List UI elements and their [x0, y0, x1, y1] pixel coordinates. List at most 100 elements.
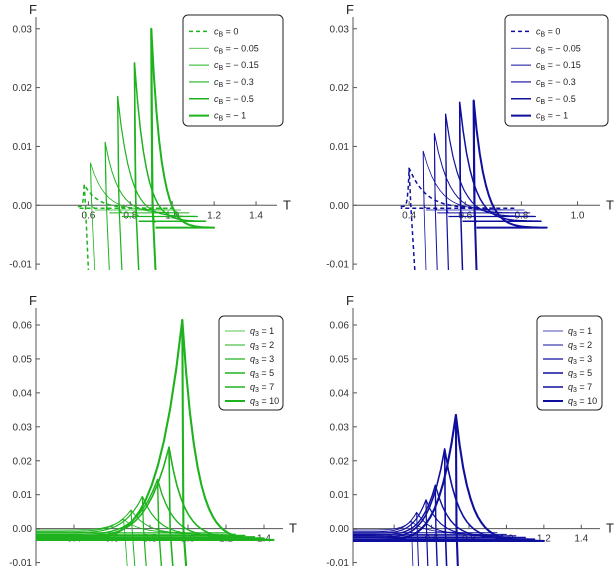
series-branch-1	[422, 151, 427, 270]
legend-label: q3 = 10	[568, 396, 597, 408]
series-branch-3	[156, 479, 163, 566]
legend-label: q3 = 5	[250, 368, 274, 380]
legend-label: q3 = 2	[568, 340, 592, 352]
y-tick-label: 0.01	[13, 490, 33, 501]
series-branch-2	[433, 133, 438, 270]
y-tick-label: 0.02	[13, 83, 33, 94]
series-branch-5	[150, 28, 157, 270]
series-branch-1	[90, 162, 96, 270]
y-tick-label: 0.00	[13, 524, 33, 535]
y-tick-label: 0.02	[330, 83, 350, 94]
series-group	[36, 318, 275, 566]
chart-panel-top-left: -0.010.000.010.020.030.6 0.8 1.0 1.2 1.4FTcB…	[9, 2, 291, 271]
legend-label: cB = − 1	[214, 111, 246, 123]
legend: cB = 0 cB = − 0.05 cB = − 0.15 cB = − 0.3 cB…	[504, 14, 609, 127]
series-line-5	[353, 413, 545, 542]
legend-label: cB = 0	[214, 26, 238, 38]
legend-label: q3 = 5	[568, 368, 592, 380]
series-branch-4	[133, 62, 140, 270]
x-tick-label: 0.4	[402, 210, 416, 221]
series-branch-3	[434, 485, 438, 566]
series-branch-3	[445, 114, 449, 270]
series-line-3	[445, 113, 536, 218]
x-tick-label: 0.6	[458, 210, 472, 221]
legend-label: cB = − 0.15	[214, 60, 259, 72]
legend-label: q3 = 10	[250, 396, 279, 408]
y-tick-label: -0.01	[9, 558, 32, 569]
series-line-0	[77, 183, 173, 209]
x-axis-label: T	[606, 197, 614, 212]
series-line-5	[36, 318, 275, 541]
series-line-4	[133, 62, 207, 222]
x-axis-label: T	[283, 197, 291, 212]
x-tick-label: 1.2	[537, 534, 551, 545]
legend-label: q3 = 3	[250, 354, 274, 366]
legend-label: cB = − 0.05	[214, 43, 259, 55]
legend-label: cB = 0	[536, 26, 560, 38]
legend-label: cB = − 1	[536, 111, 568, 123]
y-axis-label: F	[29, 293, 37, 308]
series-branch-1	[130, 509, 136, 566]
series-line-2	[353, 499, 517, 537]
y-tick-label: -0.01	[326, 260, 349, 271]
x-tick-label: 0.6	[81, 210, 95, 221]
series-branch-0	[83, 184, 90, 270]
series-line-4	[36, 446, 265, 539]
x-tick-label: 1.0	[571, 210, 585, 221]
y-tick-label: 0.03	[330, 24, 350, 35]
y-tick-label: 0.00	[330, 201, 350, 212]
y-tick-label: -0.01	[326, 558, 349, 569]
y-tick-label: 0.06	[330, 320, 350, 331]
y-tick-label: 0.05	[13, 354, 33, 365]
chart-panel-bottom-left: -0.010.000.010.020.030.040.050.060.4 0.6 0…	[9, 293, 297, 569]
y-axis-label: F	[346, 2, 354, 17]
y-tick-label: 0.01	[330, 490, 350, 501]
series-branch-0	[408, 168, 416, 270]
legend-label: cB = − 0.3	[536, 77, 576, 89]
y-axis-label: F	[346, 293, 354, 308]
x-tick-label: 1.2	[207, 210, 221, 221]
legend-label: q3 = 3	[568, 354, 592, 366]
series-branch-4	[168, 447, 174, 566]
y-tick-label: 0.02	[330, 456, 350, 467]
y-tick-label: 0.03	[13, 422, 33, 433]
legend-label: q3 = 7	[250, 382, 274, 394]
x-tick-label: 1.4	[574, 534, 588, 545]
y-tick-label: 0.03	[13, 24, 33, 35]
legend-label: q3 = 2	[250, 340, 274, 352]
y-tick-label: 0.00	[330, 524, 350, 535]
y-tick-label: 0.00	[13, 201, 33, 212]
legend: cB = 0 cB = − 0.05 cB = − 0.15 cB = − 0.3 cB…	[182, 14, 284, 127]
series-branch-5	[472, 100, 478, 270]
legend: q3 = 1 q3 = 2 q3 = 3 q3 = 5 q3 = 7 q3 = 10	[536, 315, 603, 411]
legend-label: cB = − 0.05	[536, 43, 581, 55]
series-line-0	[400, 167, 517, 209]
y-axis-label: F	[29, 2, 37, 17]
legend-label: cB = − 0.3	[214, 77, 254, 89]
x-axis-label: T	[289, 521, 297, 536]
series-line-2	[433, 133, 531, 214]
y-tick-label: 0.04	[13, 388, 33, 399]
y-tick-label: 0.05	[330, 354, 350, 365]
legend-label: cB = − 0.15	[536, 60, 581, 72]
series-group	[77, 27, 216, 270]
chart-panel-bottom-right: -0.010.000.010.020.030.040.050.060.4 0.6 0…	[326, 293, 614, 569]
series-group	[353, 413, 545, 566]
series-group	[400, 99, 548, 270]
y-tick-label: 0.06	[13, 320, 33, 331]
series-line-1	[353, 511, 507, 535]
y-tick-label: 0.04	[330, 388, 350, 399]
legend-label: cB = − 0.5	[214, 94, 254, 106]
series-branch-5	[454, 414, 459, 566]
legend-label: cB = − 0.5	[536, 94, 576, 106]
legend-label: q3 = 1	[568, 326, 592, 338]
y-tick-label: 0.02	[13, 456, 33, 467]
y-tick-label: -0.01	[9, 260, 32, 271]
series-line-1	[36, 509, 236, 535]
series-branch-3	[117, 96, 123, 270]
series-branch-2	[104, 142, 110, 270]
y-tick-label: 0.03	[330, 422, 350, 433]
